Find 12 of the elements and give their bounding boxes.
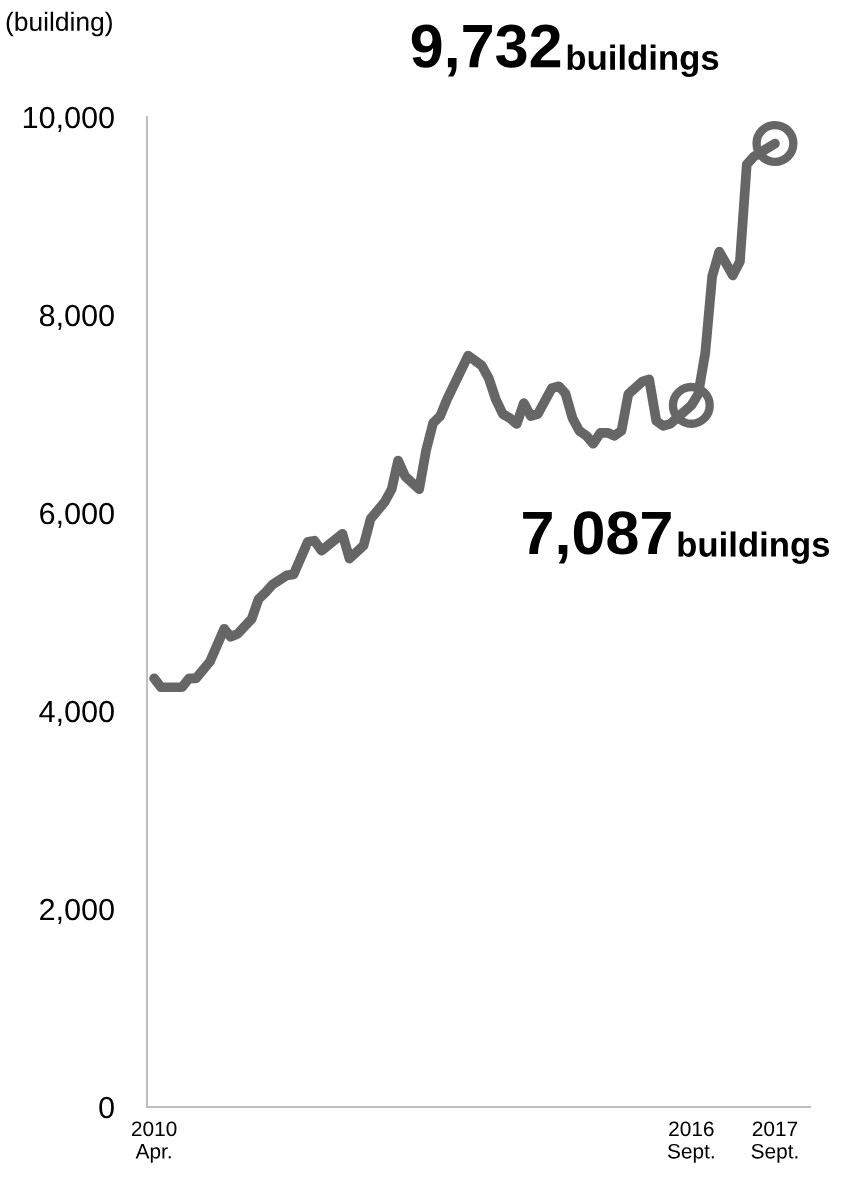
y-tick-label: 0 — [99, 1096, 114, 1119]
annotation: 7,087buildings — [523, 511, 830, 564]
y-tick-label: 6,000 — [40, 502, 114, 528]
y-tick-label: 10,000 — [23, 106, 114, 132]
x-tick-label: 2017 Sept. — [751, 1121, 798, 1163]
y-tick-label: 4,000 — [39, 700, 114, 726]
y-axis-title: (building) — [6, 11, 112, 37]
annotation: 9,732buildings — [411, 24, 719, 78]
x-tick-label: 2010 Apr. — [131, 1121, 177, 1163]
x-tick-label: 2016 Sept. — [667, 1121, 714, 1163]
y-tick-label: 2,000 — [40, 898, 114, 924]
y-tick-label: 8,000 — [39, 304, 114, 330]
